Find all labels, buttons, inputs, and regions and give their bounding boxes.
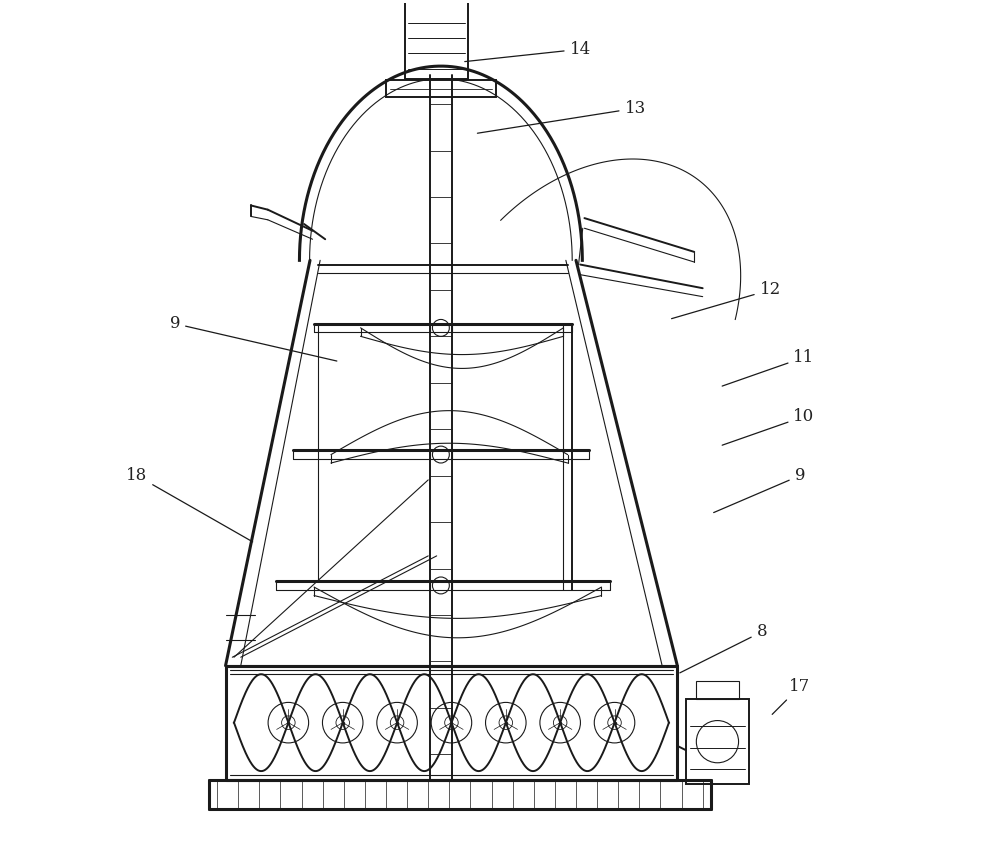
Text: 14: 14 [465,41,591,61]
Text: 9: 9 [714,468,805,513]
Text: 10: 10 [722,408,815,445]
Text: 12: 12 [672,281,781,319]
Text: 11: 11 [722,349,815,386]
Text: 17: 17 [772,678,810,714]
Text: 13: 13 [477,99,646,133]
Text: 9: 9 [170,315,337,361]
Bar [405,0,468,79]
Text: 18: 18 [126,468,253,541]
Text: 8: 8 [680,623,767,673]
Bar [696,681,739,700]
Bar [686,700,749,784]
Bar [386,81,496,98]
